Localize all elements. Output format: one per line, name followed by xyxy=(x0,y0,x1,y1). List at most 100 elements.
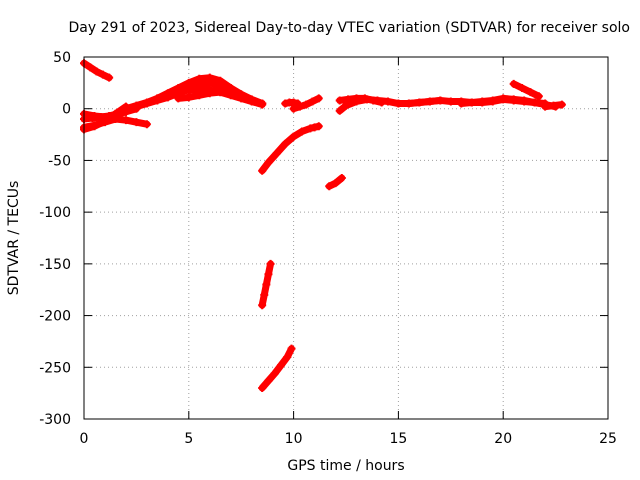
data-point xyxy=(509,79,518,88)
y-tick-label: -200 xyxy=(39,309,71,325)
data-point xyxy=(314,122,323,131)
y-axis-label: SDTVAR / TECUs xyxy=(6,181,22,296)
plot-frame xyxy=(83,56,609,420)
data-point xyxy=(153,94,162,103)
series-trace xyxy=(457,94,560,111)
data-point xyxy=(174,94,183,103)
data-point xyxy=(436,96,445,105)
data-point xyxy=(310,123,319,132)
x-tick-label: 5 xyxy=(184,431,193,447)
y-tick-label: -100 xyxy=(39,205,71,221)
data-point xyxy=(205,89,214,98)
data-point xyxy=(293,99,302,108)
data-point xyxy=(132,118,141,127)
data-point xyxy=(260,290,269,299)
data-point xyxy=(541,102,550,111)
data-point xyxy=(266,259,275,268)
data-point xyxy=(302,100,311,109)
series-arc-11 xyxy=(258,122,323,175)
data-point xyxy=(98,70,107,79)
data-point xyxy=(337,174,346,183)
y-tick-label: -50 xyxy=(48,153,71,169)
data-point xyxy=(369,96,378,105)
data-point xyxy=(425,97,434,106)
data-point xyxy=(92,67,101,76)
data-point xyxy=(297,127,306,136)
x-axis: 0 5 10 15 20 25 xyxy=(80,57,617,447)
data-point xyxy=(195,79,204,88)
data-point xyxy=(105,73,114,82)
y-tick-label: 0 xyxy=(62,102,71,118)
data-point xyxy=(478,97,487,106)
data-point xyxy=(121,116,130,125)
data-point xyxy=(446,97,455,106)
data-point xyxy=(184,93,193,102)
data-point xyxy=(335,106,344,115)
data-point xyxy=(534,92,543,101)
x-axis-label: GPS time / hours xyxy=(287,458,404,474)
x-tick-label: 0 xyxy=(80,431,89,447)
data-point xyxy=(111,109,120,118)
data-point xyxy=(530,98,539,107)
data-point xyxy=(499,94,508,103)
data-point xyxy=(520,96,529,105)
chart-title: Day 291 of 2023, Sidereal Day-to-day VTE… xyxy=(68,20,630,36)
data-point xyxy=(557,100,566,109)
data-point xyxy=(132,102,141,111)
data-point xyxy=(509,95,518,104)
data-point xyxy=(283,352,292,361)
data-point xyxy=(488,96,497,105)
data-point xyxy=(247,96,256,105)
data-point xyxy=(277,361,286,370)
data-point xyxy=(205,78,214,87)
data-point xyxy=(195,91,204,100)
data-point xyxy=(549,101,558,110)
data-series xyxy=(80,59,566,392)
data-point xyxy=(258,383,267,392)
series-arc-16 xyxy=(258,344,296,392)
data-point xyxy=(90,111,99,120)
data-point xyxy=(90,122,99,131)
x-tick-label: 15 xyxy=(389,431,407,447)
data-point xyxy=(142,120,151,129)
data-point xyxy=(226,87,235,96)
series-arc-15 xyxy=(258,259,275,310)
data-point xyxy=(518,84,527,93)
data-point xyxy=(258,99,267,108)
data-point xyxy=(264,376,273,385)
data-point xyxy=(360,94,369,103)
data-point xyxy=(264,158,273,167)
data-point xyxy=(383,97,392,106)
data-point xyxy=(270,369,279,378)
data-point xyxy=(142,99,151,108)
data-point xyxy=(287,344,296,353)
series-arc-18 xyxy=(335,94,386,107)
x-tick-label: 20 xyxy=(494,431,512,447)
y-axis: 50 0 -50 -100 -150 -200 -250 -300 xyxy=(39,50,608,428)
series-arc-1 xyxy=(80,59,114,82)
series-arc-10 xyxy=(184,78,267,108)
data-point xyxy=(184,84,193,93)
data-point xyxy=(237,92,246,101)
data-point xyxy=(344,95,353,104)
y-tick-label: -250 xyxy=(39,360,71,376)
x-tick-label: 25 xyxy=(599,431,617,447)
data-point xyxy=(314,94,323,103)
grid xyxy=(84,57,608,419)
data-point xyxy=(457,99,466,108)
data-point xyxy=(272,149,281,158)
series-arc-21 xyxy=(509,79,543,101)
data-point xyxy=(258,166,267,175)
data-point xyxy=(163,91,172,100)
x-tick-label: 10 xyxy=(285,431,303,447)
y-tick-label: -150 xyxy=(39,257,71,273)
data-point xyxy=(352,94,361,103)
data-point xyxy=(308,97,317,106)
data-point xyxy=(86,63,95,72)
data-point xyxy=(262,280,271,289)
data-point xyxy=(526,88,535,97)
data-point xyxy=(289,98,298,107)
series-trace xyxy=(510,80,543,100)
data-point xyxy=(100,112,109,121)
